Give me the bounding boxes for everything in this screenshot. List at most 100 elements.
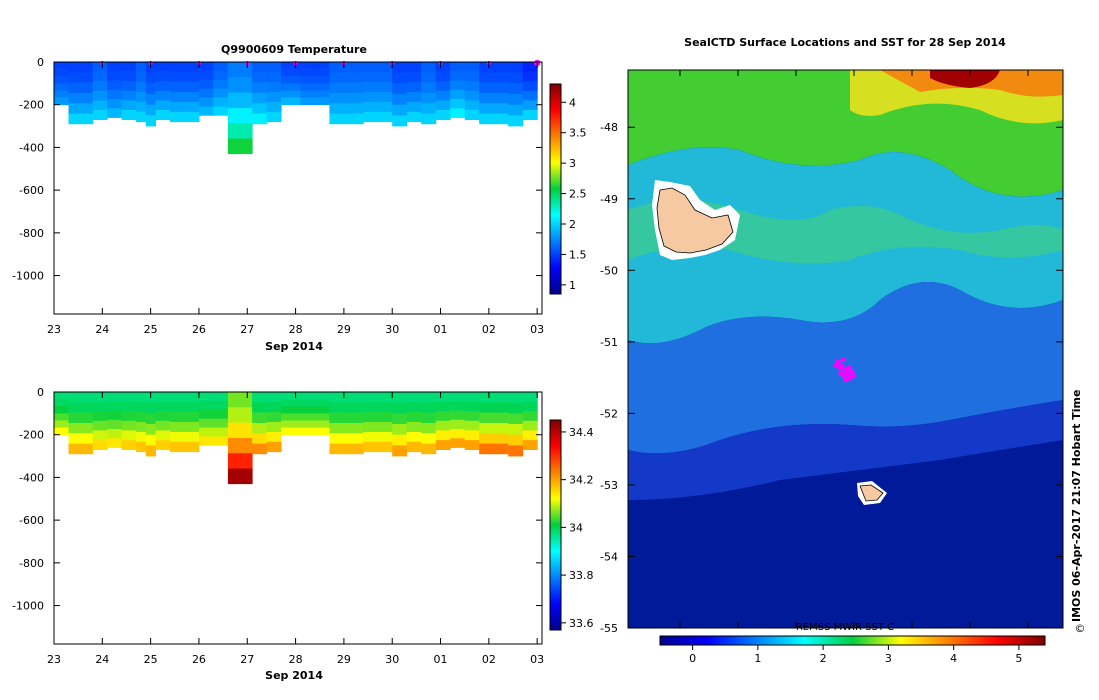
section-cell — [54, 90, 69, 98]
section-cell — [145, 434, 156, 446]
section-cell — [136, 411, 147, 423]
section-cell — [406, 111, 422, 123]
section-cell — [54, 392, 69, 400]
section-cell — [227, 437, 253, 454]
section-cell — [107, 401, 123, 411]
x-tick-label: 27 — [240, 653, 254, 666]
section-cell — [107, 410, 123, 421]
section-cell — [493, 402, 509, 413]
section-cell — [227, 407, 253, 423]
section-cell — [450, 71, 466, 81]
section-cell — [314, 97, 330, 105]
section-cell — [107, 419, 123, 430]
section-cell — [300, 97, 316, 105]
section-cell — [107, 108, 123, 118]
section-cell — [450, 429, 466, 439]
section-cell — [300, 392, 316, 400]
section-cell — [68, 113, 79, 125]
x-tick-label: 24 — [95, 653, 109, 666]
section-cell — [508, 62, 524, 73]
section-cell — [281, 413, 301, 421]
section-cell — [121, 71, 137, 82]
section-cell — [54, 76, 69, 84]
salinity-sections — [54, 392, 538, 485]
section-cell — [493, 82, 509, 94]
y-tick-label: -800 — [19, 557, 44, 570]
section-cell — [314, 392, 330, 400]
section-cell — [68, 103, 79, 114]
seal-position — [840, 357, 846, 363]
section-cell — [421, 93, 437, 104]
temperature-title: Q9900609 Temperature — [221, 43, 367, 56]
section-cell — [314, 90, 330, 98]
section-cell — [78, 72, 94, 83]
section-cell — [392, 413, 408, 425]
section-cell — [464, 401, 480, 412]
section-cell — [170, 72, 185, 83]
section-cell — [522, 62, 538, 72]
section-cell — [421, 423, 437, 434]
lat-tick-label: -52 — [600, 407, 618, 420]
section-cell — [479, 103, 495, 114]
section-cell — [464, 62, 480, 72]
section-cell — [266, 91, 282, 103]
section-cell — [377, 411, 393, 423]
section-cell — [78, 433, 94, 444]
temperature-y-ticks: 0 -200 -400 -600 -800 -1000 — [12, 56, 542, 283]
section-cell — [107, 99, 123, 109]
section-cell — [493, 443, 509, 455]
x-tick-label: 29 — [337, 653, 351, 666]
section-cell — [348, 423, 364, 434]
section-cell — [121, 90, 137, 101]
section-cell — [464, 440, 480, 450]
lat-tick-label: -48 — [600, 121, 618, 134]
section-cell — [406, 441, 422, 453]
x-tick-label: 03 — [530, 323, 544, 336]
section-cell — [199, 97, 214, 107]
section-cell — [227, 123, 253, 139]
section-cell — [266, 111, 282, 123]
section-cell — [78, 392, 94, 403]
y-tick-label: -400 — [19, 471, 44, 484]
section-cell — [377, 72, 393, 83]
section-cell — [199, 436, 214, 446]
x-tick-label: 27 — [240, 323, 254, 336]
section-cell — [508, 424, 524, 435]
section-cell — [184, 441, 200, 453]
section-cell — [421, 433, 437, 444]
section-cell — [92, 430, 108, 441]
section-cell — [92, 110, 108, 120]
section-cell — [78, 82, 94, 94]
section-cell — [155, 411, 171, 422]
section-cell — [392, 94, 408, 105]
section-cell — [464, 71, 480, 82]
x-tick-label: 29 — [337, 323, 351, 336]
section-cell — [377, 91, 393, 103]
colorbar-tick-label: 3 — [569, 157, 576, 170]
section-cell — [522, 110, 538, 120]
section-cell — [435, 420, 451, 431]
sst-colorbar-bottom-ticks: 0 1 2 3 4 5 — [689, 645, 1022, 665]
section-cell — [121, 401, 137, 412]
seal-position — [845, 371, 851, 377]
section-cell — [199, 400, 214, 411]
section-cell — [199, 409, 214, 419]
section-cell — [145, 445, 156, 457]
section-cell — [184, 81, 200, 93]
section-cell — [252, 103, 268, 114]
section-cell — [300, 76, 316, 84]
section-cell — [227, 392, 253, 408]
section-cell — [121, 440, 137, 450]
section-cell — [145, 72, 156, 84]
section-cell — [450, 392, 466, 402]
section-cell — [107, 392, 123, 402]
section-cell — [213, 409, 229, 419]
section-cell — [479, 93, 495, 104]
section-cell — [435, 392, 451, 402]
section-cell — [266, 431, 282, 443]
section-cell — [377, 441, 393, 453]
colorbar-tick-label: 33.8 — [569, 569, 594, 582]
section-cell — [508, 392, 524, 403]
section-cell — [155, 71, 171, 82]
section-cell — [479, 82, 495, 94]
